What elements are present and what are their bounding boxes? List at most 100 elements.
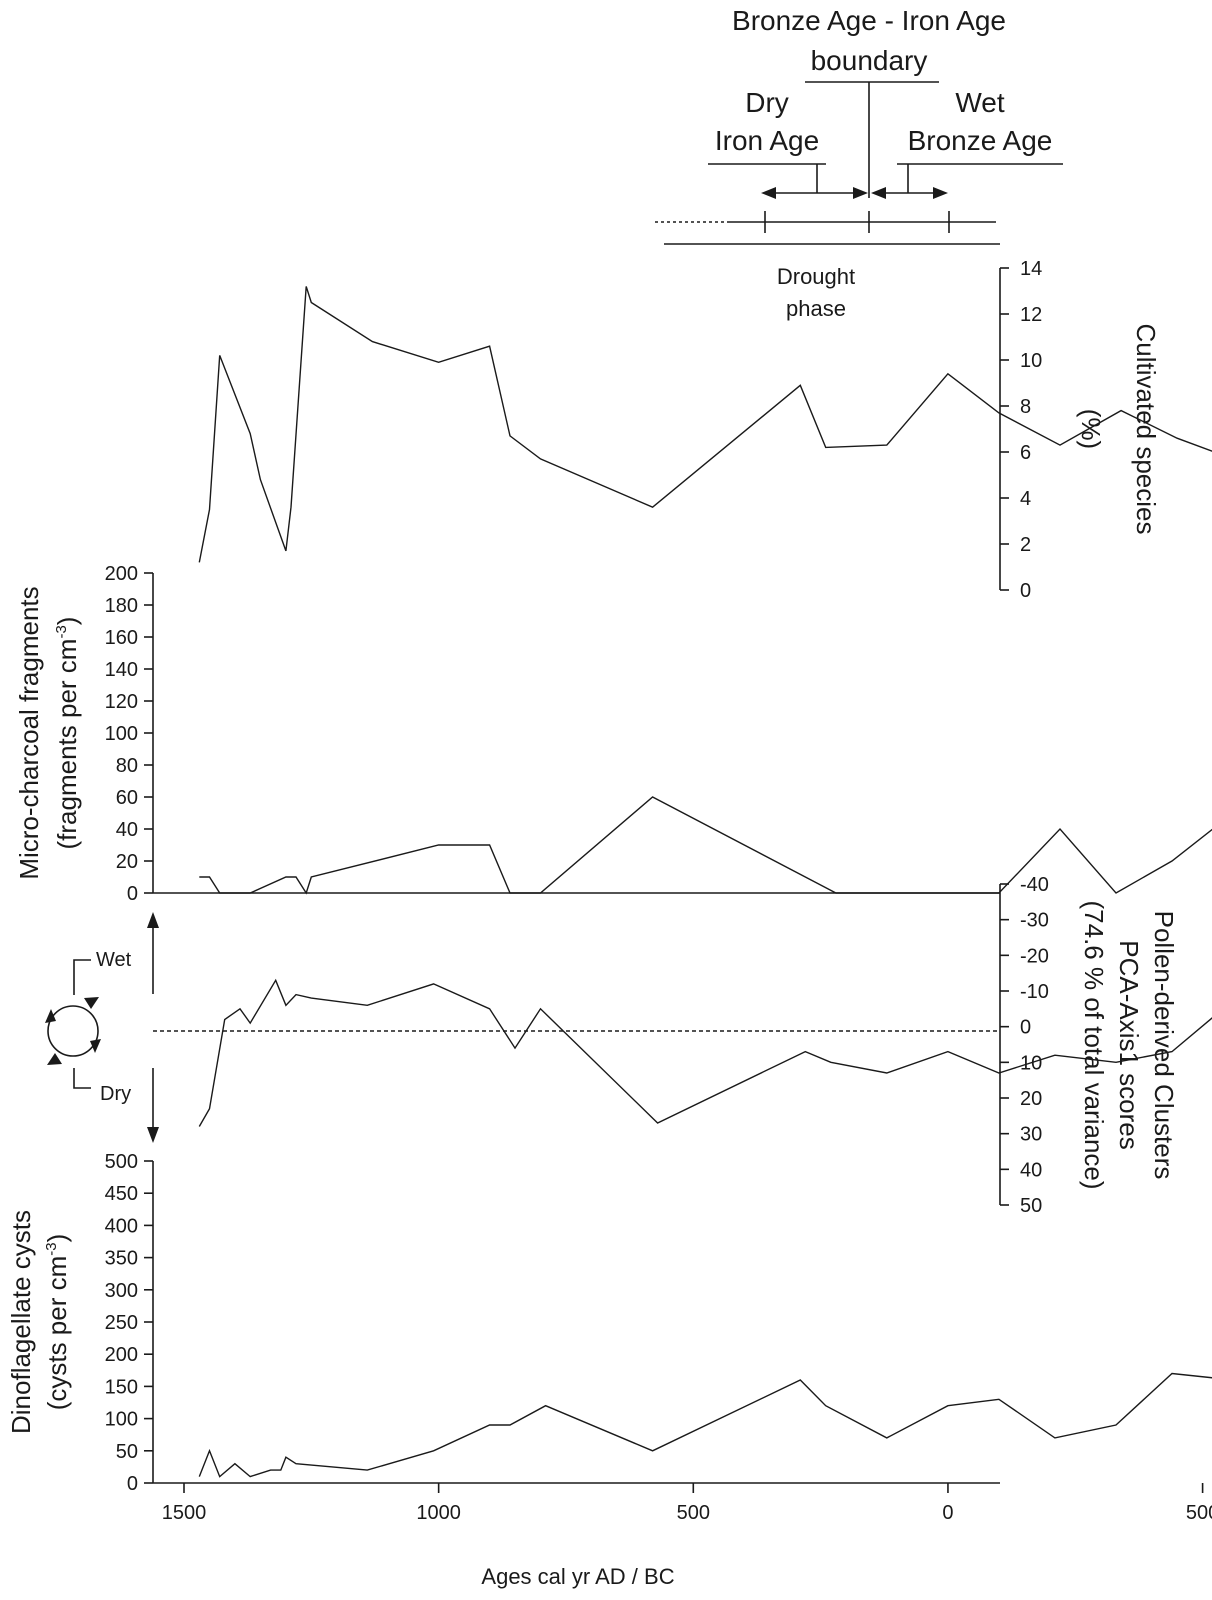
charcoal-title-line1: Micro-charcoal fragments xyxy=(14,586,44,879)
dino-tick-label-0: 0 xyxy=(127,1473,138,1495)
wet-dry-indicator: Wet Dry xyxy=(45,912,159,1143)
micro-charcoal-series xyxy=(199,796,1212,895)
drought-phase-line1: Drought xyxy=(777,264,855,289)
dry-iron-age-line2: Iron Age xyxy=(715,125,819,156)
cultivated-tick-label-7: 14 xyxy=(1020,258,1042,280)
dino-tick-label-5: 250 xyxy=(105,1312,138,1334)
dino-tick-label-8: 400 xyxy=(105,1215,138,1237)
charcoal-tick-label-0: 0 xyxy=(127,883,138,905)
cultivated-species-panel: 0 2 4 6 8 10 12 14 Cultivated species (%) xyxy=(198,258,1212,602)
charcoal-tick-label-4: 80 xyxy=(116,755,138,777)
cultivated-species-series xyxy=(198,286,1212,563)
x-axis-ticks: 15001000500050010001500 xyxy=(162,1483,1212,1524)
cultivated-tick-label-3: 6 xyxy=(1020,442,1031,464)
period-annotations: Bronze Age - Iron Age boundary Dry Iron … xyxy=(655,5,1063,321)
dinoflagellate-panel: 0 50 100 150 200 250 300 350 400 450 500 Dinoflage… xyxy=(6,1151,1212,1495)
x-axis-label: Ages cal yr AD / BC xyxy=(481,1564,674,1589)
drought-phase-line2: phase xyxy=(786,296,846,321)
pca-tick-label-2: -20 xyxy=(1020,945,1049,967)
boundary-title-line1: Bronze Age - Iron Age xyxy=(732,5,1006,36)
dino-title-sup: -3 xyxy=(43,1242,60,1255)
cultivated-tick-label-2: 4 xyxy=(1020,488,1031,510)
charcoal-title-unit: (fragments per cm xyxy=(52,639,82,850)
wet-label: Wet xyxy=(96,949,132,971)
charcoal-tick-label-5: 100 xyxy=(105,723,138,745)
charcoal-tick-label-2: 40 xyxy=(116,819,138,841)
x-tick-label-0: 1500 xyxy=(162,1502,207,1524)
dino-tick-label-9: 450 xyxy=(105,1183,138,1205)
charcoal-tick-label-6: 120 xyxy=(105,691,138,713)
dinoflagellate-series xyxy=(198,1372,1212,1478)
cycle-arrowhead-4 xyxy=(45,1009,56,1023)
pca-tick-label-7: 30 xyxy=(1020,1124,1042,1146)
dino-tick-label-10: 500 xyxy=(105,1151,138,1173)
charcoal-tick-label-9: 180 xyxy=(105,595,138,617)
dry-arrow-head xyxy=(147,1127,159,1143)
cultivated-tick-label-5: 10 xyxy=(1020,350,1042,372)
x-tick-label-2: 500 xyxy=(677,1502,710,1524)
dino-tick-label-1: 50 xyxy=(116,1441,138,1463)
dry-label: Dry xyxy=(100,1083,131,1105)
charcoal-y-ticks: 0 20 40 60 80 100 120 140 160 180 200 xyxy=(105,563,153,905)
charcoal-title-close: ) xyxy=(52,617,82,626)
charcoal-tick-label-8: 160 xyxy=(105,627,138,649)
cultivated-title-line2: (%) xyxy=(1076,409,1106,449)
cultivated-tick-label-6: 12 xyxy=(1020,304,1042,326)
dry-arrow-right-head xyxy=(853,187,868,199)
cycle-arrowhead-2 xyxy=(90,1039,101,1053)
cultivated-tick-label-1: 2 xyxy=(1020,534,1031,556)
dry-bracket xyxy=(73,1068,91,1089)
x-tick-label-4: 500 xyxy=(1186,1502,1212,1524)
dino-tick-label-4: 200 xyxy=(105,1344,138,1366)
dino-tick-label-3: 150 xyxy=(105,1376,138,1398)
wet-bronze-age-line2: Bronze Age xyxy=(908,125,1053,156)
pca-tick-label-9: 50 xyxy=(1020,1195,1042,1217)
wet-arrow-left-head xyxy=(871,187,886,199)
dino-title-close: ) xyxy=(42,1234,72,1243)
cultivated-title-line1: Cultivated species xyxy=(1131,324,1161,535)
charcoal-title-line2: (fragments per cm-3) xyxy=(52,617,82,850)
dino-tick-label-2: 100 xyxy=(105,1409,138,1431)
dino-title-line1: Dinoflagellate cysts xyxy=(6,1210,36,1434)
charcoal-tick-label-1: 20 xyxy=(116,851,138,873)
charcoal-tick-label-7: 140 xyxy=(105,659,138,681)
pca-tick-label-6: 20 xyxy=(1020,1088,1042,1110)
pca-tick-label-0: -40 xyxy=(1020,874,1049,896)
dino-tick-label-7: 350 xyxy=(105,1248,138,1270)
cultivated-y-ticks: 0 2 4 6 8 10 12 14 xyxy=(1000,258,1042,602)
dino-title-line2: (cysts per cm-3) xyxy=(42,1234,72,1411)
wet-bracket xyxy=(73,959,91,995)
x-axis: 15001000500050010001500 Ages cal yr AD /… xyxy=(162,1483,1212,1589)
pca-title-line3: (74.6 % of total variance) xyxy=(1079,900,1109,1189)
pca-axis1-series xyxy=(198,978,1212,1127)
cycle-arrowhead-1 xyxy=(84,997,99,1009)
charcoal-tick-label-3: 60 xyxy=(116,787,138,809)
pca-title-line2: PCA-Axis1 scores xyxy=(1114,940,1144,1150)
cultivated-tick-label-4: 8 xyxy=(1020,396,1031,418)
wet-arrow-right-head xyxy=(933,187,948,199)
pca-tick-label-3: -10 xyxy=(1020,981,1049,1003)
wet-bronze-age-line1: Wet xyxy=(955,87,1004,118)
x-tick-label-3: 0 xyxy=(942,1502,953,1524)
cultivated-tick-label-0: 0 xyxy=(1020,580,1031,602)
dino-title-unit: (cysts per cm xyxy=(42,1256,72,1411)
dry-arrow-left-head xyxy=(761,187,776,199)
dry-iron-age-line1: Dry xyxy=(745,87,789,118)
x-tick-label-1: 1000 xyxy=(416,1502,461,1524)
wet-arrow-head xyxy=(147,912,159,928)
pca-tick-label-4: 0 xyxy=(1020,1017,1031,1039)
pca-tick-label-8: 40 xyxy=(1020,1159,1042,1181)
charcoal-tick-label-10: 200 xyxy=(105,563,138,585)
dino-y-ticks: 0 50 100 150 200 250 300 350 400 450 500 xyxy=(105,1151,153,1495)
dino-tick-label-6: 300 xyxy=(105,1280,138,1302)
micro-charcoal-panel: 0 20 40 60 80 100 120 140 160 180 200 Micro-charco… xyxy=(14,563,1212,905)
cycle-icon xyxy=(47,1005,99,1057)
boundary-title-line2: boundary xyxy=(811,45,928,76)
charcoal-title-sup: -3 xyxy=(53,625,70,638)
pca-tick-label-1: -30 xyxy=(1020,910,1049,932)
pca-title-line1: Pollen-derived Clusters xyxy=(1149,911,1179,1180)
cycle-arrowhead-3 xyxy=(47,1053,62,1065)
